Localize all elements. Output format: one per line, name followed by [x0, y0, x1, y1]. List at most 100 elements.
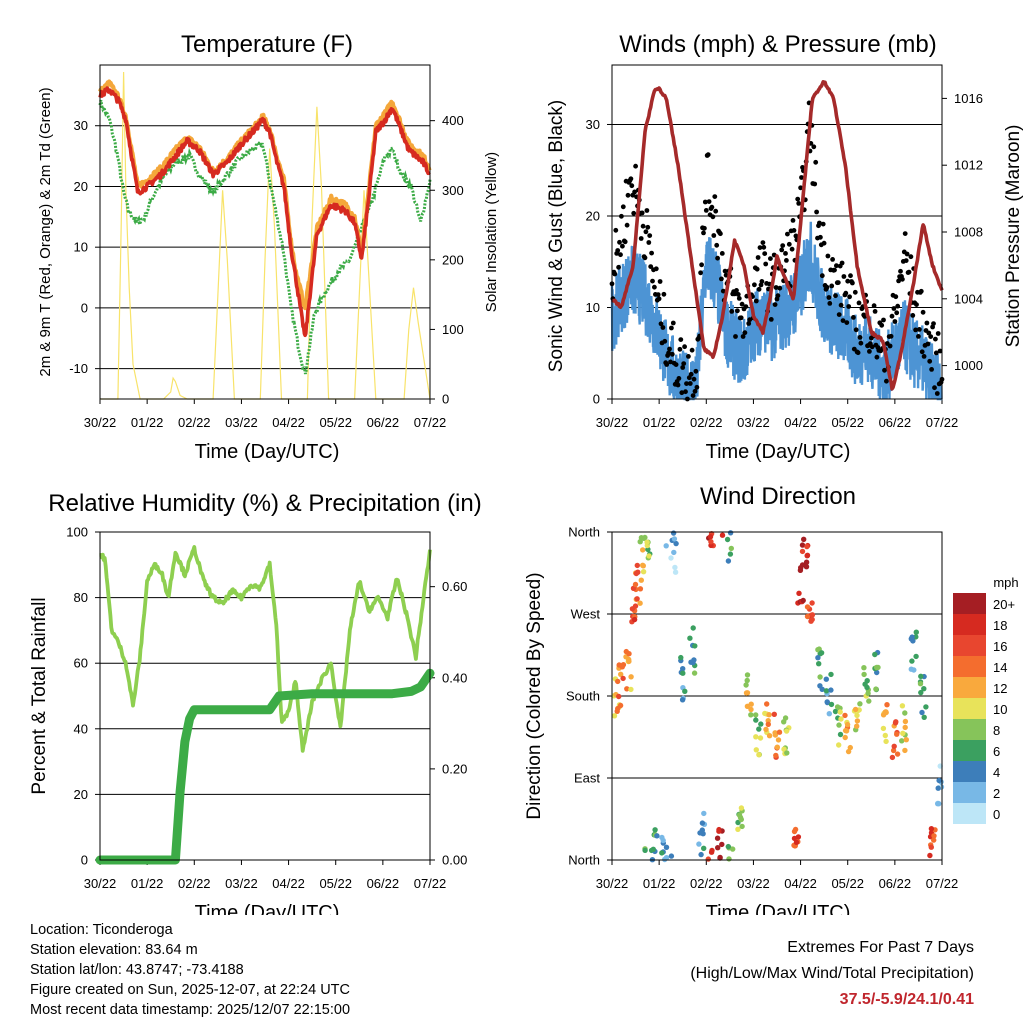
direction-point — [894, 731, 900, 737]
direction-point — [936, 777, 942, 784]
x-tick-label: 05/22 — [319, 876, 352, 891]
direction-point — [873, 664, 880, 671]
gust-point — [852, 289, 858, 295]
gust-point — [625, 192, 631, 198]
gust-point — [895, 303, 901, 309]
direction-point — [629, 606, 636, 612]
extremes-title: Extremes For Past 7 Days — [787, 939, 974, 956]
direction-point — [854, 723, 860, 729]
gust-point — [887, 343, 893, 349]
y-tick-label: 60 — [74, 656, 88, 671]
gust-point — [712, 194, 718, 200]
extremes-box: Extremes For Past 7 Days (High/Low/Max W… — [690, 935, 974, 1013]
gust-point — [777, 285, 783, 291]
direction-point — [894, 751, 901, 757]
gust-point — [676, 376, 682, 381]
y-right-tick-label: 300 — [442, 183, 464, 198]
gust-point — [882, 367, 887, 373]
gust-point — [851, 315, 856, 320]
direction-point — [756, 752, 762, 758]
gust-point — [872, 309, 878, 314]
gust-point — [935, 331, 941, 336]
direction-point — [931, 837, 937, 843]
y-tick-label: North — [568, 525, 600, 540]
winds-xlabel: Time (Day/UTC) — [706, 441, 851, 463]
direction-point — [902, 710, 908, 716]
direction-point — [902, 724, 908, 731]
y-tick-label: 0 — [81, 853, 88, 868]
direction-point — [836, 722, 842, 728]
direction-point — [757, 735, 764, 741]
legend-label: 4 — [993, 765, 1000, 780]
gust-point — [647, 233, 653, 239]
dewpoint-line — [98, 99, 432, 375]
winds-plot-frame — [611, 64, 943, 400]
y-right-tick-label: 200 — [442, 252, 464, 267]
gust-point — [624, 222, 630, 228]
y-tick-label: -10 — [69, 361, 88, 376]
gust-point — [881, 317, 886, 323]
direction-point — [708, 539, 714, 545]
direction-point — [781, 719, 787, 725]
direction-point — [784, 750, 790, 756]
direction-point — [861, 671, 867, 678]
direction-point — [818, 650, 825, 656]
gust-point — [643, 229, 649, 235]
gust-point — [756, 286, 762, 292]
direction-point — [659, 850, 665, 856]
x-tick-label: 30/22 — [596, 415, 629, 430]
legend-title: mph — [993, 575, 1018, 590]
gust-point — [678, 337, 684, 342]
direction-point — [628, 686, 634, 693]
direction-point — [753, 734, 759, 740]
direction-point — [908, 666, 914, 672]
gust-point — [926, 330, 932, 336]
station-elevation: Station elevation: 83.64 m — [30, 942, 198, 958]
direction-point — [791, 828, 798, 835]
gust-point — [617, 239, 622, 245]
gust-point — [874, 354, 880, 360]
x-tick-label: 07/22 — [926, 415, 959, 430]
gust-point — [811, 144, 817, 150]
gust-point — [790, 218, 796, 223]
gust-point — [615, 248, 621, 253]
gust-point — [619, 213, 624, 219]
x-tick-label: 30/22 — [596, 876, 629, 891]
y-tick-label: East — [574, 771, 600, 786]
direction-point — [834, 704, 841, 710]
gust-point — [675, 382, 681, 388]
x-tick-label: 03/22 — [225, 415, 258, 430]
direction-point — [775, 737, 782, 743]
direction-point — [659, 834, 665, 841]
gust-point — [657, 279, 663, 284]
gust-point — [920, 309, 926, 315]
gust-point — [655, 292, 661, 297]
direction-point — [646, 553, 652, 559]
y-tick-label: South — [566, 689, 600, 704]
direction-point — [701, 810, 707, 817]
direction-point — [705, 856, 711, 862]
x-tick-label: 06/22 — [879, 876, 912, 891]
y-right-tick-label: 0.60 — [442, 579, 467, 594]
speed-legend: mph 20+ 18 16 14 12 10 8 6 4 2 0 — [953, 575, 1019, 824]
gust-point — [906, 269, 912, 275]
direction-point — [736, 812, 743, 818]
gust-point — [793, 233, 799, 239]
direction-point — [828, 687, 834, 693]
direction-point — [783, 728, 790, 734]
gust-point — [667, 346, 672, 352]
direction-point — [671, 549, 677, 556]
gust-point — [662, 338, 668, 344]
direction-point — [823, 688, 830, 694]
y-right-tick-label: 0.00 — [442, 853, 467, 868]
direction-point — [917, 681, 924, 687]
gust-point — [933, 350, 939, 356]
direction-point — [796, 590, 802, 596]
direction-point — [809, 600, 815, 606]
gust-point — [687, 381, 693, 386]
direction-point — [919, 709, 925, 716]
direction-point — [872, 651, 878, 658]
direction-point — [652, 827, 658, 833]
gust-point — [927, 358, 933, 364]
x-tick-label: 03/22 — [225, 876, 258, 891]
